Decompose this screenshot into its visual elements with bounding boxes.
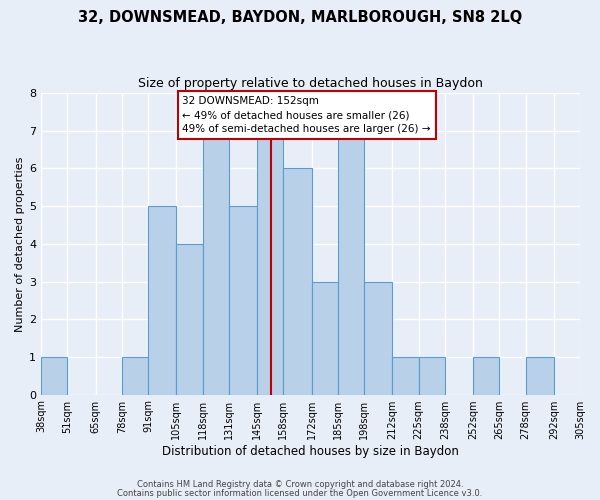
Bar	[257, 130, 283, 394]
Text: Contains HM Land Registry data © Crown copyright and database right 2024.: Contains HM Land Registry data © Crown c…	[137, 480, 463, 489]
Bar	[392, 357, 419, 395]
Bar	[176, 244, 203, 394]
Bar	[473, 357, 499, 395]
Bar	[203, 130, 229, 394]
X-axis label: Distribution of detached houses by size in Baydon: Distribution of detached houses by size …	[162, 444, 459, 458]
Text: Contains public sector information licensed under the Open Government Licence v3: Contains public sector information licen…	[118, 488, 482, 498]
Bar	[526, 357, 554, 395]
Bar	[229, 206, 257, 394]
Text: 32 DOWNSMEAD: 152sqm
← 49% of detached houses are smaller (26)
49% of semi-detac: 32 DOWNSMEAD: 152sqm ← 49% of detached h…	[182, 96, 431, 134]
Y-axis label: Number of detached properties: Number of detached properties	[15, 156, 25, 332]
Bar	[419, 357, 445, 395]
Bar	[311, 282, 338, 395]
Text: 32, DOWNSMEAD, BAYDON, MARLBOROUGH, SN8 2LQ: 32, DOWNSMEAD, BAYDON, MARLBOROUGH, SN8 …	[78, 10, 522, 25]
Bar	[364, 282, 392, 395]
Bar	[338, 130, 364, 394]
Bar	[283, 168, 311, 394]
Bar	[41, 357, 67, 395]
Bar	[122, 357, 148, 395]
Title: Size of property relative to detached houses in Baydon: Size of property relative to detached ho…	[138, 78, 483, 90]
Bar	[148, 206, 176, 394]
